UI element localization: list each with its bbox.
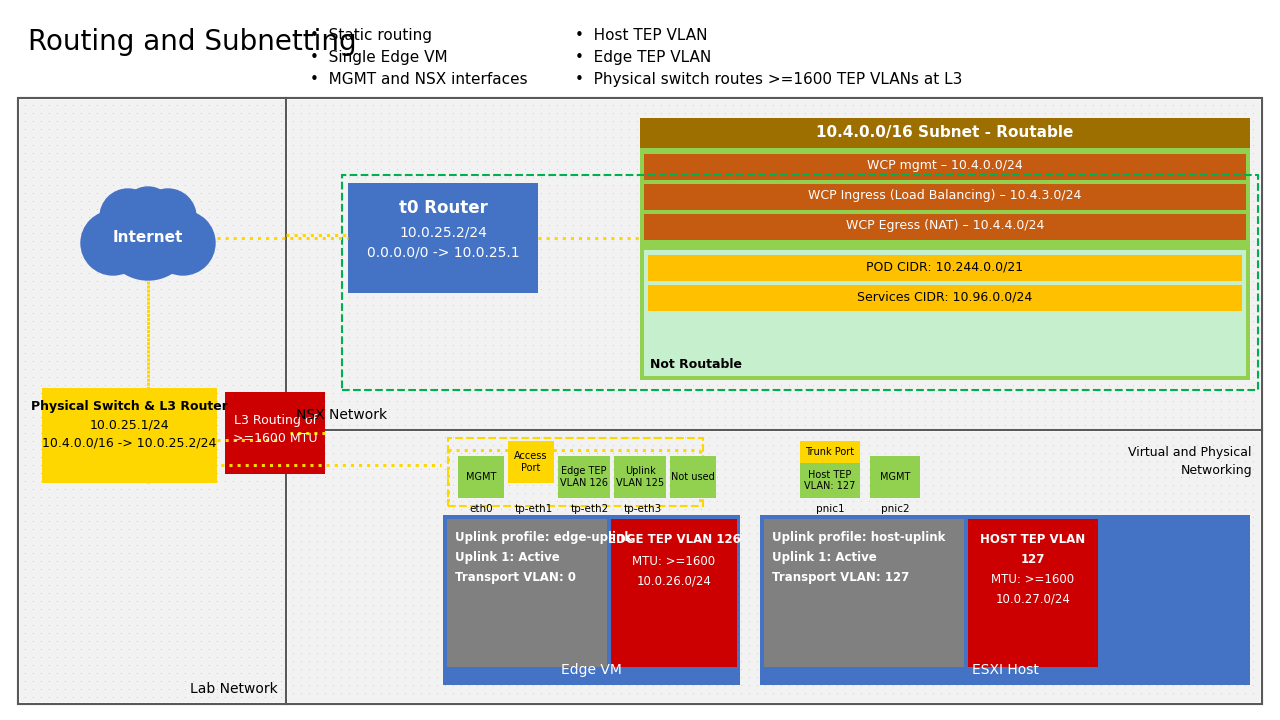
Text: MGMT: MGMT — [879, 472, 910, 482]
Bar — [458, 456, 504, 498]
Text: EDGE TEP VLAN 126: EDGE TEP VLAN 126 — [608, 533, 740, 546]
Text: Lab Network: Lab Network — [191, 682, 278, 696]
Text: HOST TEP VLAN: HOST TEP VLAN — [980, 533, 1085, 546]
Text: MTU: >=1600: MTU: >=1600 — [632, 555, 716, 568]
Bar — [640, 118, 1251, 148]
Bar — [644, 184, 1245, 210]
Text: Edge TEP
VLAN 126: Edge TEP VLAN 126 — [561, 467, 608, 488]
Bar — [558, 456, 611, 498]
Text: •  Host TEP VLAN: • Host TEP VLAN — [575, 28, 708, 43]
Bar — [644, 214, 1245, 240]
Text: eth0: eth0 — [470, 504, 493, 514]
Text: POD CIDR: 10.244.0.0/21: POD CIDR: 10.244.0.0/21 — [867, 260, 1024, 273]
Text: •  MGMT and NSX interfaces: • MGMT and NSX interfaces — [310, 72, 527, 87]
Bar — [644, 154, 1245, 180]
Text: Host TEP
VLAN: 127: Host TEP VLAN: 127 — [804, 469, 856, 491]
Text: Not Routable: Not Routable — [650, 358, 742, 371]
Bar — [288, 432, 1260, 702]
Bar — [800, 463, 860, 498]
Text: WCP Ingress (Load Balancing) – 10.4.3.0/24: WCP Ingress (Load Balancing) – 10.4.3.0/… — [808, 189, 1082, 202]
Text: Trunk Port: Trunk Port — [805, 447, 855, 457]
Bar — [20, 100, 284, 702]
Text: WCP mgmt – 10.4.0.0/24: WCP mgmt – 10.4.0.0/24 — [867, 159, 1023, 172]
Text: tp-eth3: tp-eth3 — [623, 504, 662, 514]
Bar — [648, 285, 1242, 311]
Text: Uplink 1: Active: Uplink 1: Active — [772, 551, 877, 564]
Text: Routing and Subnetting: Routing and Subnetting — [28, 28, 357, 56]
Bar — [285, 98, 1262, 430]
Text: Not used: Not used — [671, 472, 714, 482]
Text: tp-eth2: tp-eth2 — [571, 504, 609, 514]
Text: 0.0.0.0/0 -> 10.0.25.1: 0.0.0.0/0 -> 10.0.25.1 — [366, 245, 520, 259]
Bar — [644, 250, 1245, 376]
Bar — [640, 118, 1251, 380]
Bar — [42, 388, 218, 483]
Text: Transport VLAN: 127: Transport VLAN: 127 — [772, 571, 909, 584]
Bar — [508, 441, 554, 483]
Circle shape — [140, 189, 196, 245]
Bar — [800, 441, 860, 463]
Text: Physical Switch & L3 Router: Physical Switch & L3 Router — [31, 400, 228, 413]
Text: NSX Network: NSX Network — [296, 408, 387, 422]
Text: Services CIDR: 10.96.0.0/24: Services CIDR: 10.96.0.0/24 — [858, 290, 1033, 303]
Text: Internet: Internet — [113, 230, 183, 245]
Text: MGMT: MGMT — [466, 472, 497, 482]
Text: Virtual and Physical
Networking: Virtual and Physical Networking — [1129, 446, 1252, 477]
Bar — [18, 98, 285, 704]
Bar — [764, 519, 964, 667]
Text: t0 Router: t0 Router — [398, 199, 488, 217]
Text: 10.4.0.0/16 Subnet - Routable: 10.4.0.0/16 Subnet - Routable — [817, 125, 1074, 140]
Text: L3 Routing of
>=1600 MTU: L3 Routing of >=1600 MTU — [233, 414, 317, 445]
Bar — [342, 175, 1258, 390]
Text: •  Physical switch routes >=1600 TEP VLANs at L3: • Physical switch routes >=1600 TEP VLAN… — [575, 72, 963, 87]
Text: 10.0.25.1/24: 10.0.25.1/24 — [90, 418, 169, 431]
Bar — [18, 98, 1262, 704]
Bar — [288, 100, 1260, 428]
Circle shape — [151, 211, 215, 275]
Circle shape — [102, 190, 193, 280]
Circle shape — [122, 187, 174, 239]
Text: ESXI Host: ESXI Host — [972, 663, 1038, 677]
Text: pnic1: pnic1 — [815, 504, 845, 514]
Text: Access
Port: Access Port — [515, 451, 548, 473]
Text: Uplink
VLAN 125: Uplink VLAN 125 — [616, 467, 664, 488]
Bar — [443, 515, 740, 685]
Text: Edge VM: Edge VM — [561, 663, 622, 677]
Bar — [870, 456, 920, 498]
Text: MTU: >=1600: MTU: >=1600 — [992, 573, 1075, 586]
Text: Transport VLAN: 0: Transport VLAN: 0 — [454, 571, 576, 584]
Bar — [648, 255, 1242, 281]
Text: Uplink profile: edge-uplink: Uplink profile: edge-uplink — [454, 531, 632, 544]
Text: Uplink profile: host-uplink: Uplink profile: host-uplink — [772, 531, 946, 544]
Bar — [669, 456, 716, 498]
Bar — [968, 519, 1098, 667]
Bar — [348, 183, 538, 293]
Text: pnic2: pnic2 — [881, 504, 909, 514]
Bar — [225, 392, 325, 474]
Text: 10.0.26.0/24: 10.0.26.0/24 — [636, 575, 712, 588]
Bar — [611, 519, 737, 667]
Text: •  Single Edge VM: • Single Edge VM — [310, 50, 448, 65]
Bar — [760, 515, 1251, 685]
Text: 127: 127 — [1021, 553, 1046, 566]
Text: •  Edge TEP VLAN: • Edge TEP VLAN — [575, 50, 712, 65]
Text: Uplink 1: Active: Uplink 1: Active — [454, 551, 559, 564]
Circle shape — [81, 211, 145, 275]
Text: WCP Egress (NAT) – 10.4.4.0/24: WCP Egress (NAT) – 10.4.4.0/24 — [846, 219, 1044, 232]
Bar — [448, 438, 703, 506]
Bar — [614, 456, 666, 498]
Text: 10.0.25.2/24: 10.0.25.2/24 — [399, 225, 486, 239]
Text: 10.0.27.0/24: 10.0.27.0/24 — [996, 593, 1070, 606]
Text: 10.4.0.0/16 -> 10.0.25.2/24: 10.4.0.0/16 -> 10.0.25.2/24 — [42, 436, 216, 449]
Text: tp-eth1: tp-eth1 — [515, 504, 553, 514]
Bar — [447, 519, 607, 667]
Circle shape — [100, 189, 156, 245]
Text: •  Static routing: • Static routing — [310, 28, 433, 43]
Bar — [285, 430, 1262, 704]
